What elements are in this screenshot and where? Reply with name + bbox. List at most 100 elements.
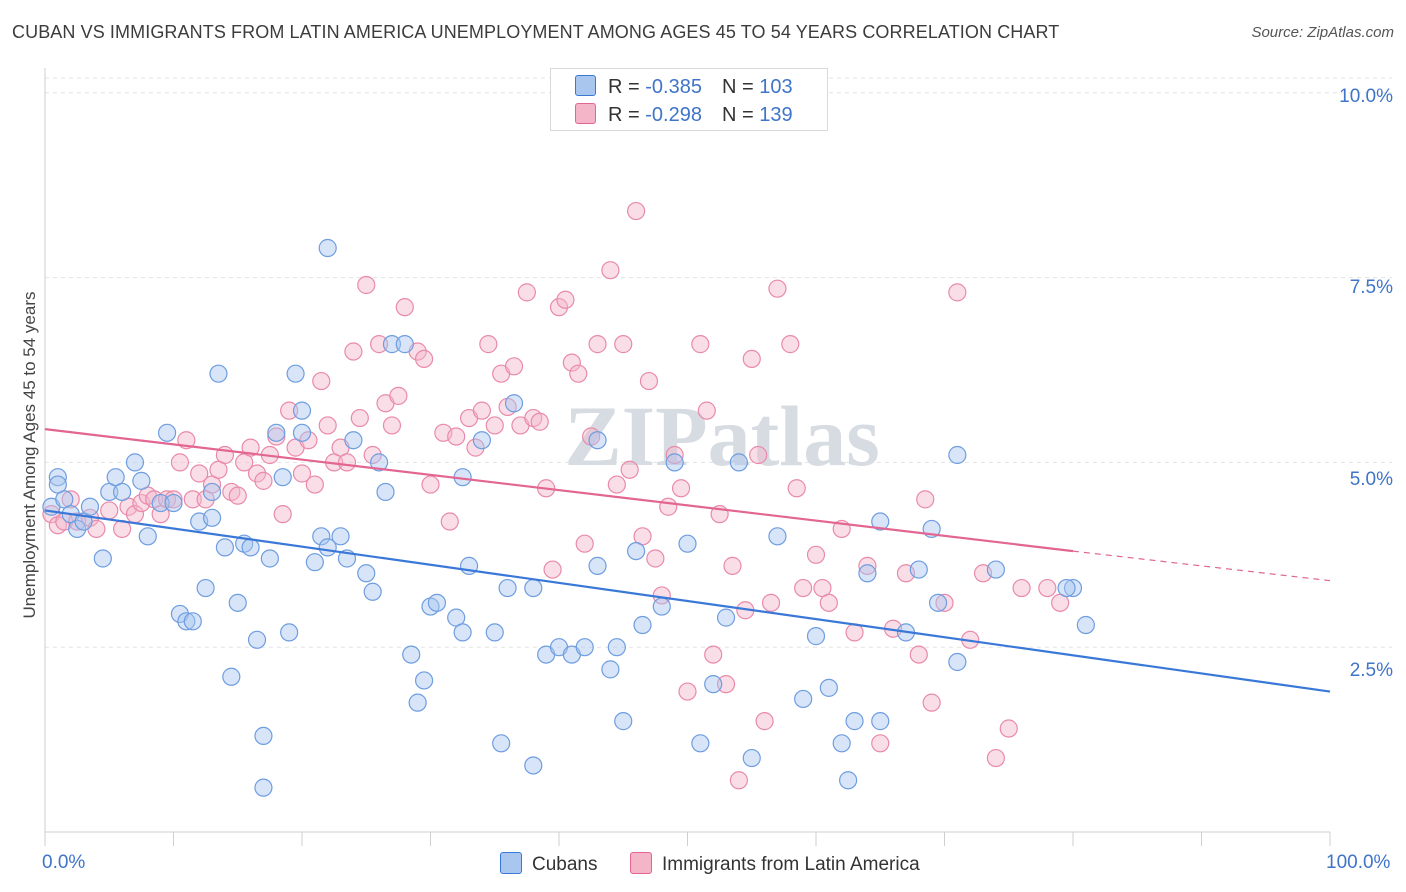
immigrants-point (344, 342, 363, 361)
cubans-point (575, 638, 594, 657)
cubans-point (305, 553, 324, 572)
immigrants-point (466, 438, 485, 457)
cubans-point (125, 453, 145, 472)
cubans-point (254, 726, 273, 746)
immigrants-point (292, 464, 312, 483)
cubans-point (524, 756, 543, 775)
immigrants-point (305, 475, 324, 494)
immigrants-point (414, 349, 434, 369)
immigrants-point (781, 335, 800, 354)
y-tick-label: 2.5% (1349, 660, 1393, 681)
cubans-point (504, 394, 524, 413)
cubans-point (183, 612, 202, 631)
cubans-point (588, 431, 607, 450)
immigrants-point (1038, 578, 1057, 598)
cubans-point (909, 560, 928, 579)
cubans-point (382, 335, 402, 354)
cubans-point (948, 445, 967, 465)
bottom-legend-label: Cubans (532, 854, 598, 875)
cubans-point (202, 508, 222, 527)
cubans-point (93, 549, 112, 568)
immigrants-point (665, 445, 684, 465)
immigrants-point (639, 371, 659, 391)
legend-row-immigrants: R = -0.298 N = 139 (575, 103, 793, 127)
immigrants-point (440, 512, 459, 531)
legend-n-label: N = (721, 76, 760, 98)
immigrants-point (504, 357, 524, 376)
y-tick-label: 10.0% (1339, 86, 1393, 107)
blue-swatch-icon (500, 852, 522, 874)
immigrants-point (337, 453, 357, 472)
axes (44, 68, 1331, 846)
immigrants-point (575, 534, 594, 553)
cubans-point (665, 453, 684, 472)
cubans-point (492, 734, 511, 753)
series-cubans-points (42, 238, 1095, 797)
cubans-point (729, 453, 749, 472)
y-tick-label: 5.0% (1349, 469, 1393, 490)
cubans-point (948, 652, 967, 672)
cubans-point (601, 660, 620, 679)
cubans-point (806, 627, 826, 646)
bottom-legend-label: Immigrants from Latin America (662, 854, 920, 875)
immigrants-point (190, 464, 209, 483)
y-tick-label: 7.5% (1349, 277, 1393, 298)
cubans-point (614, 712, 633, 731)
correlation-legend: R = -0.385 N = 103 R = -0.298 N = 139 (550, 68, 828, 131)
cubans-point (832, 734, 851, 753)
cubans-point (286, 364, 305, 383)
immigrants-point (858, 556, 877, 575)
cubans-point (414, 671, 434, 690)
cubans-point (1063, 578, 1083, 598)
immigrants-point (382, 416, 402, 435)
immigrants-point (530, 412, 549, 431)
cubans-point (370, 453, 389, 472)
cubans-point (691, 734, 710, 753)
legend-row-cubans: R = -0.385 N = 103 (575, 75, 793, 99)
cubans-point (472, 431, 491, 450)
cubans-trend-line (44, 509, 1331, 693)
cubans-point (858, 564, 877, 583)
cubans-point (132, 471, 151, 490)
cubans-point (498, 578, 517, 598)
immigrants-point (299, 431, 318, 450)
cubans-point (453, 623, 472, 642)
cubans-point (485, 623, 504, 642)
immigrants-point (183, 490, 202, 509)
legend-r-value: -0.385 (645, 76, 702, 98)
cubans-point (395, 335, 414, 354)
immigrants-point (716, 675, 736, 694)
cubans-point (704, 675, 723, 694)
cubans-point (408, 693, 427, 712)
chart-title: CUBAN VS IMMIGRANTS FROM LATIN AMERICA U… (12, 22, 1060, 42)
cubans-point (986, 560, 1006, 579)
gridlines (45, 77, 1392, 648)
immigrants-point (357, 275, 376, 295)
cubans-point (819, 678, 838, 697)
immigrants-point (749, 445, 768, 465)
immigrants-point (370, 335, 389, 354)
immigrants-point (395, 298, 414, 317)
cubans-point (678, 534, 697, 553)
cubans-point (68, 519, 87, 539)
cubans-point (633, 615, 652, 635)
cubans-point (177, 612, 196, 631)
pink-swatch-icon (575, 103, 596, 124)
cubans-point (112, 482, 132, 502)
immigrants-point (479, 335, 498, 354)
cubans-point (1076, 615, 1095, 635)
cubans-point (292, 423, 312, 442)
cubans-point (427, 593, 447, 612)
immigrants-point (273, 505, 292, 524)
immigrants-point (549, 298, 569, 317)
immigrants-point (389, 386, 408, 405)
immigrants-point (794, 578, 813, 598)
cubans-point (742, 748, 761, 768)
immigrants-point (626, 201, 646, 221)
cubans-point (196, 578, 215, 598)
immigrants-point (472, 401, 491, 420)
cubans-point (376, 482, 395, 502)
cubans-point (768, 527, 787, 546)
immigrants-point (100, 501, 119, 520)
